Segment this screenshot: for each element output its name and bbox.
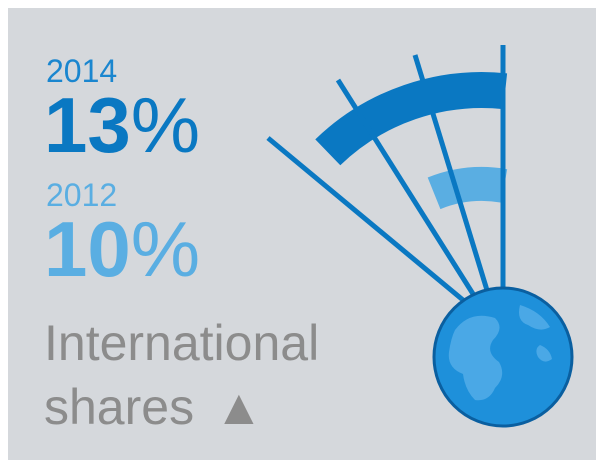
value-2012: 10% bbox=[44, 205, 200, 293]
label-line1: International bbox=[44, 315, 319, 371]
ray bbox=[412, 54, 493, 301]
year-2012: 2012 bbox=[46, 177, 117, 213]
arc-2014 bbox=[315, 72, 508, 166]
gauge bbox=[266, 45, 508, 312]
label-line2: shares ▲ bbox=[44, 379, 264, 435]
value-2014: 13% bbox=[44, 81, 200, 169]
arc-2012 bbox=[427, 167, 508, 210]
ray bbox=[335, 78, 483, 307]
ray bbox=[266, 136, 477, 312]
globe bbox=[432, 286, 574, 428]
year-2014: 2014 bbox=[46, 53, 117, 89]
